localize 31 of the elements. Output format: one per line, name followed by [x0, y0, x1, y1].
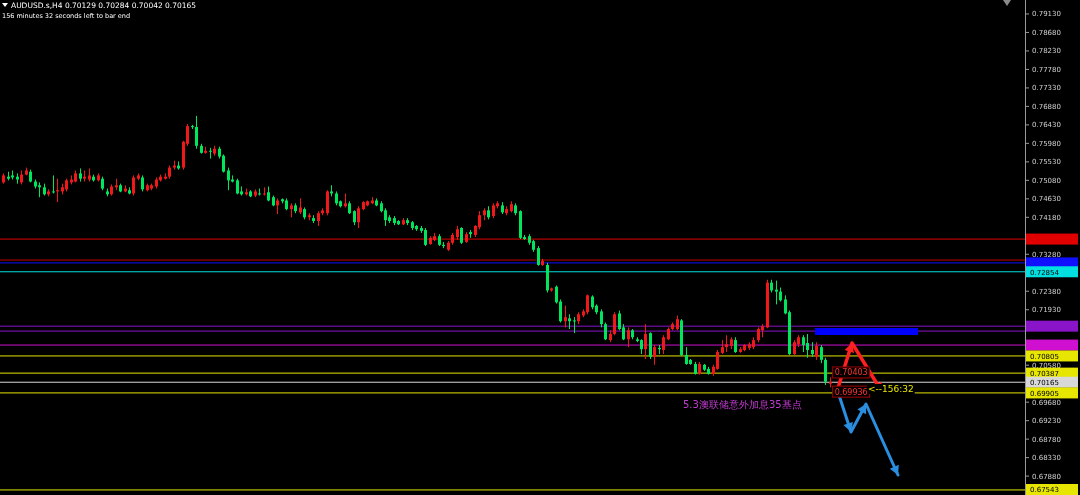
candlestick: [132, 174, 135, 197]
candlestick: [222, 153, 225, 174]
candlestick: [806, 333, 809, 359]
candlestick: [564, 305, 567, 328]
candlestick: [555, 285, 558, 305]
candlestick: [644, 323, 647, 360]
candlestick: [263, 186, 266, 197]
candlestick: [195, 115, 198, 150]
candlestick: [83, 169, 86, 183]
candlestick: [613, 311, 616, 336]
candlestick: [600, 308, 603, 328]
candlestick: [227, 167, 230, 191]
candlestick: [52, 174, 55, 194]
annotation: 5.3澳联储意外加息35基点: [682, 399, 803, 410]
candlestick: [573, 316, 576, 334]
candlestick: [775, 280, 778, 305]
candlestick: [326, 189, 329, 216]
candlestick: [653, 344, 656, 366]
candlestick: [716, 349, 719, 371]
candlestick: [820, 344, 823, 364]
candlestick: [649, 331, 652, 360]
candlestick: [662, 334, 665, 355]
annotation: <--156:32: [867, 384, 915, 394]
price-label: 0.70403: [832, 366, 871, 379]
candlestick: [209, 147, 212, 160]
candlestick: [537, 245, 540, 267]
candlestick: [627, 326, 630, 348]
candlestick: [559, 298, 562, 323]
candlestick: [824, 357, 827, 386]
candlestick: [424, 227, 427, 247]
candlestick: [357, 205, 360, 229]
